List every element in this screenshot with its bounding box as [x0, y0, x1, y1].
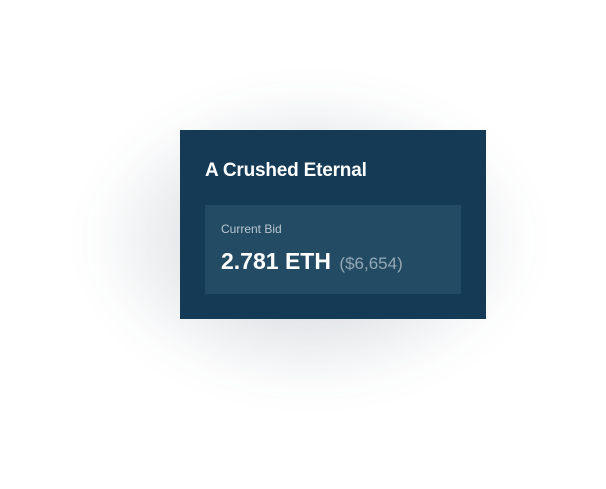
bid-usd-amount: ($6,654)	[339, 254, 403, 273]
current-bid-panel: Current Bid 2.781 ETH ($6,654)	[205, 205, 461, 294]
card-title: A Crushed Eternal	[205, 160, 367, 181]
bid-value-row: 2.781 ETH ($6,654)	[221, 247, 403, 278]
bid-eth-amount: 2.781 ETH	[221, 248, 331, 274]
auction-card[interactable]: A Crushed Eternal Current Bid 2.781 ETH …	[180, 130, 486, 319]
current-bid-label: Current Bid	[221, 222, 282, 236]
